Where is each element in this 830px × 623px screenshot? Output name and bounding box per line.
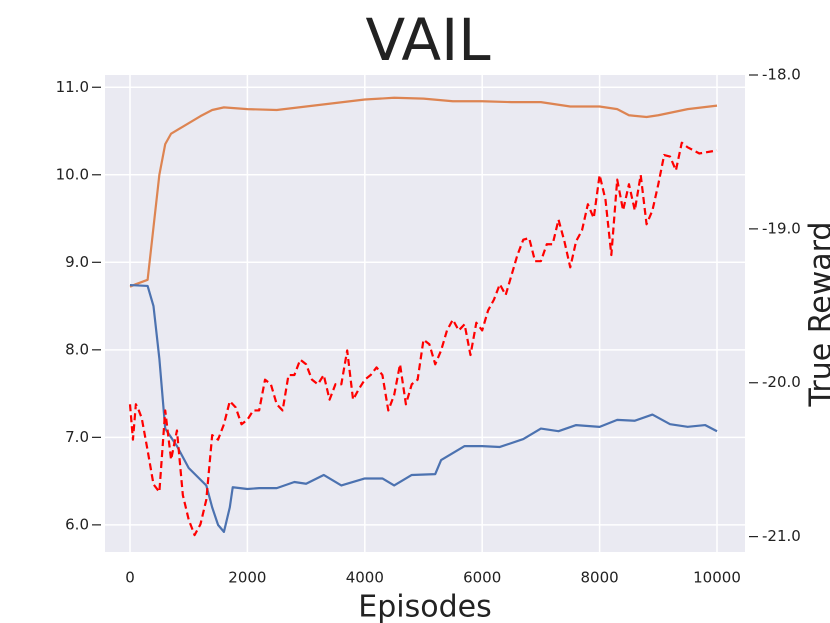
series-line: [129, 283, 718, 533]
y-tick-label: 6.0: [65, 515, 89, 533]
x-tick-label: 2000: [228, 569, 266, 587]
y-tick-label: 9.0: [65, 253, 89, 271]
series-line: [129, 96, 718, 288]
chart-title: VAIL: [365, 6, 490, 74]
x-tick-label: 0: [125, 569, 135, 587]
x-tick-label: 4000: [346, 569, 384, 587]
y-tick-label: 8.0: [65, 340, 89, 358]
y2-tick-label: -20.0: [762, 373, 801, 391]
series-line: [128, 141, 718, 537]
plot-area: [105, 75, 745, 552]
y2-tick-label: -18.0: [762, 66, 801, 84]
y-tick-label: 11.0: [56, 78, 89, 96]
y2-tick-label: -21.0: [762, 527, 801, 545]
x-tick-label: 6000: [463, 569, 501, 587]
x-tick-label: 10000: [693, 569, 741, 587]
y2-tick-label: -19.0: [762, 219, 801, 237]
y2-axis-label: True Reward: [804, 222, 830, 408]
y-tick-label: 10.0: [56, 165, 89, 183]
x-axis-label: Episodes: [358, 590, 491, 623]
y-tick-label: 7.0: [65, 428, 89, 446]
lines: [128, 96, 718, 537]
x-tick-label: 8000: [581, 569, 619, 587]
